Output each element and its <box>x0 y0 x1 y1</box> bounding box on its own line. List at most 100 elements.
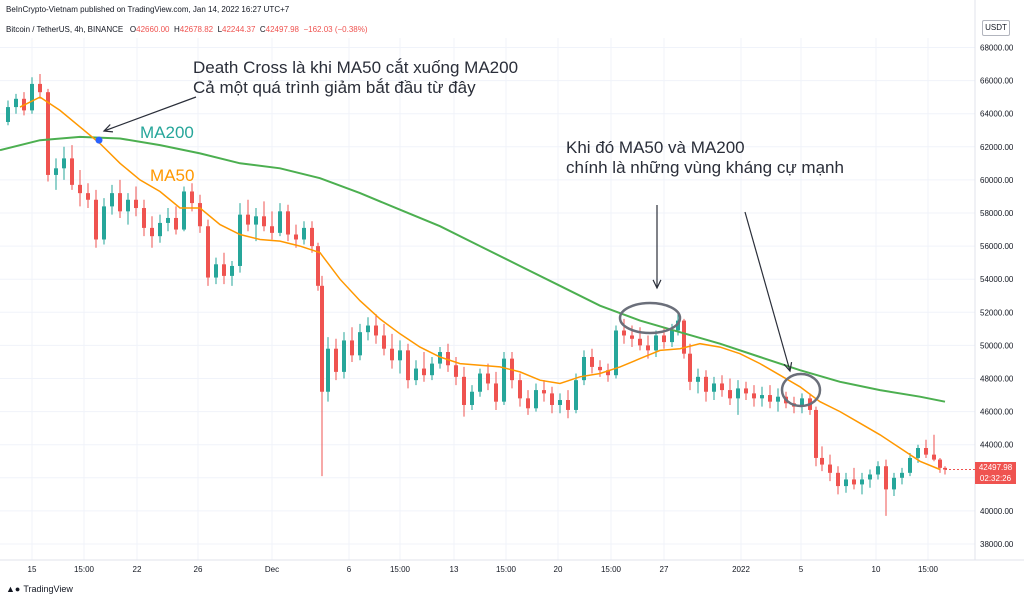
x-tick-label: 15:00 <box>390 565 411 574</box>
candle-body <box>622 330 626 336</box>
death-cross-marker <box>95 136 103 144</box>
candle-body <box>590 356 594 367</box>
candle-body <box>222 264 226 276</box>
candle-body <box>278 211 282 233</box>
candle-body <box>14 98 18 108</box>
last-price: 42497.98 <box>978 463 1013 472</box>
y-tick-label: 60000.00 <box>980 176 1014 185</box>
x-tick-label: 15 <box>28 565 37 574</box>
x-tick-label: 15:00 <box>918 565 939 574</box>
resistance-arrow-1-head <box>652 279 662 290</box>
candle-body <box>916 448 920 458</box>
candle-body <box>374 325 378 336</box>
candle-body <box>768 395 772 402</box>
candle-body <box>246 214 250 225</box>
candle-body <box>38 83 42 93</box>
candle-body <box>900 472 904 478</box>
change-value: −162.03 (−0.38%) <box>303 25 368 34</box>
high-label: H <box>173 25 180 34</box>
candle-body <box>646 345 650 351</box>
death-cross-line-1: Death Cross là khi MA50 cắt xuống MA200 <box>193 58 519 77</box>
resistance-arrow-2 <box>744 211 791 372</box>
x-tick-label: 2022 <box>732 565 750 574</box>
candle-body <box>214 264 218 278</box>
y-tick-label: 50000.00 <box>980 341 1014 350</box>
candle-body <box>494 383 498 402</box>
x-tick-label: 6 <box>347 565 352 574</box>
candle-body <box>286 211 290 235</box>
candle-body <box>350 340 354 356</box>
candle-body <box>70 158 74 185</box>
candle-body <box>334 348 338 372</box>
y-tick-label: 52000.00 <box>980 308 1014 317</box>
y-tick-label: 62000.00 <box>980 143 1014 152</box>
x-tick-label: 5 <box>799 565 804 574</box>
candle-body <box>820 457 824 465</box>
candle-body <box>54 168 58 175</box>
candle-body <box>430 363 434 376</box>
candle-body <box>534 390 538 409</box>
candle-body <box>800 398 804 407</box>
candle-body <box>406 350 410 381</box>
candle-body <box>566 400 570 410</box>
death-cross-annotation: Death Cross là khi MA50 cắt xuống MA200 … <box>193 58 518 98</box>
candle-body <box>638 338 642 346</box>
currency-button[interactable]: USDT <box>982 20 1010 36</box>
candle-body <box>102 206 106 240</box>
candle-body <box>254 216 258 225</box>
x-tick-label: 27 <box>660 565 669 574</box>
candle-body <box>118 193 122 212</box>
candle-body <box>550 393 554 405</box>
candle-body <box>6 107 10 122</box>
candle-body <box>736 388 740 399</box>
candle-body <box>676 320 680 331</box>
x-tick-label: 10 <box>872 565 881 574</box>
candle-body <box>836 472 840 487</box>
candle-body <box>238 214 242 266</box>
candle-body <box>462 376 466 405</box>
candle-body <box>438 352 442 364</box>
candle-body <box>182 191 186 230</box>
candle-body <box>670 330 674 343</box>
candle-body <box>206 226 210 278</box>
x-tick-label: 22 <box>133 565 142 574</box>
candle-body <box>868 474 872 480</box>
tradingview-logo[interactable]: ▲● TradingView <box>6 584 73 594</box>
candle-body <box>158 222 162 237</box>
candle-body <box>382 335 386 349</box>
candle-body <box>30 83 34 111</box>
tradingview-brand: TradingView <box>23 584 73 594</box>
candle-body <box>814 409 818 458</box>
candle-body <box>884 466 888 490</box>
candle-body <box>454 365 458 377</box>
ma50-label: MA50 <box>150 166 195 185</box>
symbol-name[interactable]: Bitcoin / TetherUS, 4h, BINANCE <box>6 25 124 34</box>
candle-body <box>78 184 82 194</box>
candle-body <box>712 383 716 392</box>
open-value: 42660.00 <box>136 25 170 34</box>
candle-body <box>526 398 530 409</box>
bar-countdown: 02:32:26 <box>979 474 1012 483</box>
candle-body <box>682 320 686 354</box>
x-tick-label: Dec <box>265 565 279 574</box>
candle-body <box>654 335 658 351</box>
ma200-label: MA200 <box>140 123 194 142</box>
y-tick-label: 44000.00 <box>980 441 1014 450</box>
candle-body <box>342 340 346 372</box>
candle-body <box>943 467 947 470</box>
candle-body <box>486 373 490 384</box>
candle-body <box>606 370 610 376</box>
candle-body <box>316 246 320 286</box>
candle-body <box>174 217 178 230</box>
candle-body <box>696 376 700 382</box>
candle-body <box>198 203 202 227</box>
candle-body <box>150 227 154 237</box>
low-value: 42244.37 <box>222 25 256 34</box>
candle-body <box>752 393 756 399</box>
y-tick-label: 46000.00 <box>980 408 1014 417</box>
y-tick-label: 48000.00 <box>980 375 1014 384</box>
open-label: O <box>129 25 137 34</box>
candle-body <box>478 373 482 392</box>
ma200-line <box>0 135 946 403</box>
